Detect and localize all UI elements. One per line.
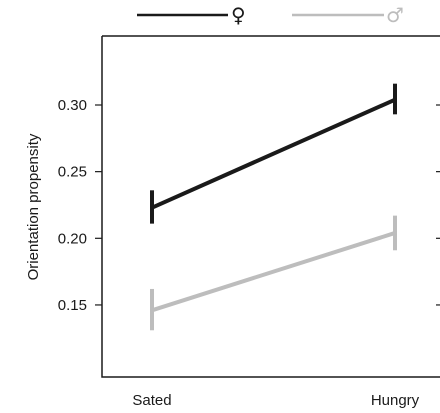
y-tick-label-030: 0.30 <box>58 97 87 114</box>
data-point-male-hungry <box>393 230 397 235</box>
data-point-male-sated <box>150 308 154 313</box>
y-axis-title: Orientation propensity <box>25 133 42 280</box>
right-ticks <box>436 104 440 306</box>
series-layer <box>150 83 397 331</box>
legend-label-female: ♀ <box>231 3 246 27</box>
data-point-female-sated <box>150 205 154 210</box>
y-tick-label-020: 0.20 <box>58 230 87 247</box>
series-line-female <box>151 97 396 210</box>
plot-axes <box>101 36 440 378</box>
y-axis: 0.15 0.20 0.25 0.30 Orientation propensi… <box>25 97 102 314</box>
x-axis: Sated Hungry <box>132 392 419 409</box>
data-point-female-hungry <box>393 97 397 102</box>
legend-label-male: ♂ <box>386 3 404 27</box>
x-tick-label-hungry: Hungry <box>371 392 420 409</box>
legend: ♀ ♂ <box>137 3 404 27</box>
x-tick-label-sated: Sated <box>132 392 171 409</box>
y-tick-label-025: 0.25 <box>58 164 87 181</box>
y-tick-label-015: 0.15 <box>58 297 87 314</box>
series-line-male <box>151 231 396 313</box>
